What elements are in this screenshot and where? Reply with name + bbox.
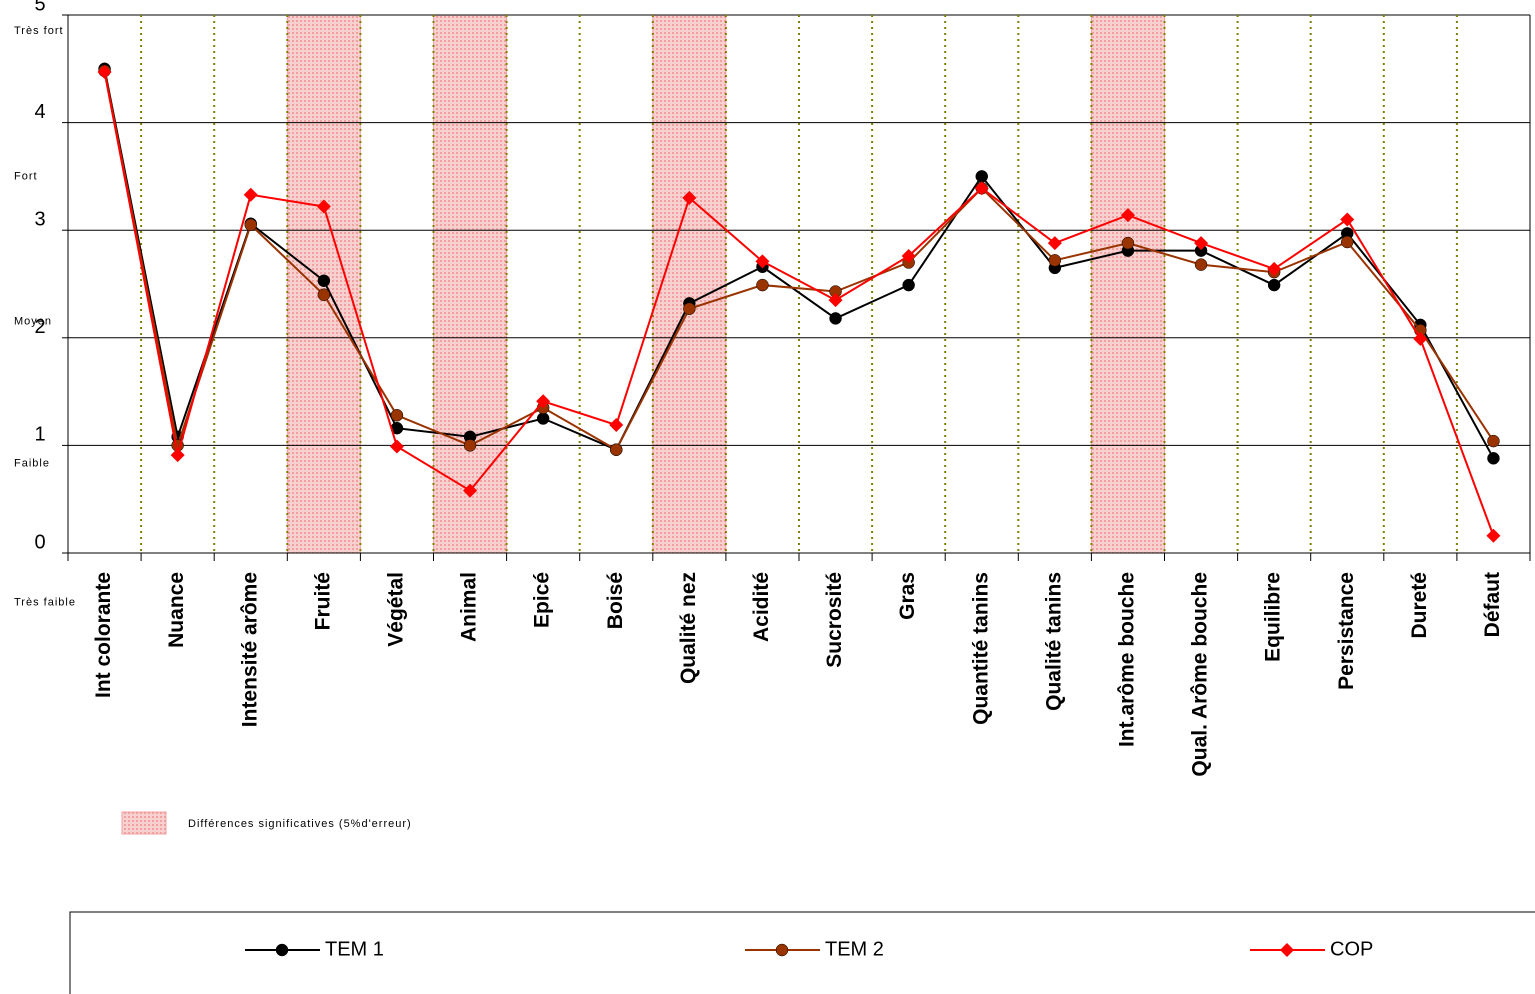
legend-box — [69, 911, 1535, 994]
point — [463, 483, 478, 498]
y-tick-label: 3 — [34, 208, 45, 230]
point — [1194, 236, 1209, 251]
point — [97, 65, 112, 80]
level-label: Très fort — [14, 25, 64, 37]
point — [609, 417, 624, 432]
level-label: Très faible — [14, 596, 76, 608]
x-tick-label: Qualité tanins — [1042, 572, 1065, 711]
point — [974, 181, 989, 196]
level-label: Fort — [14, 170, 38, 182]
point — [901, 249, 916, 264]
x-tick-label: Sucrosité — [823, 572, 846, 668]
series-line — [103, 71, 1495, 537]
point — [170, 448, 185, 463]
point — [756, 278, 769, 292]
point — [902, 278, 915, 292]
point — [316, 199, 331, 214]
point — [828, 293, 843, 308]
point — [1120, 208, 1135, 223]
point — [317, 288, 331, 302]
x-tick-label: Défaut — [1481, 572, 1504, 637]
legend-marker — [1280, 943, 1294, 957]
point — [317, 274, 331, 288]
y-tick-label: 4 — [34, 101, 45, 123]
legend-label: TEM 1 — [325, 938, 384, 960]
point — [536, 412, 550, 425]
x-tick-label: Animal — [458, 572, 481, 642]
point — [1487, 452, 1500, 465]
x-tick-label: Quantité tanins — [969, 572, 992, 725]
point — [1340, 212, 1355, 227]
point — [683, 302, 696, 315]
legend-label: TEM 2 — [825, 938, 884, 960]
series-line — [103, 70, 1495, 452]
x-tick-label: Fruité — [311, 572, 334, 630]
point — [1267, 278, 1281, 292]
point — [1121, 236, 1135, 250]
x-tick-label: Int.arôme bouche — [1115, 572, 1138, 747]
point — [1486, 528, 1501, 543]
x-tick-label: Dureté — [1408, 572, 1431, 639]
highlight-band — [1090, 14, 1166, 554]
y-tick-label: 2 — [34, 316, 45, 338]
level-label: Moyen — [14, 316, 52, 328]
point — [829, 312, 842, 325]
legend-label: COP — [1330, 938, 1373, 960]
point — [1413, 331, 1428, 346]
y-tick-label: 5 — [34, 0, 45, 15]
highlight-band — [652, 14, 727, 554]
point — [243, 187, 258, 202]
x-tick-label: Persistance — [1335, 572, 1358, 690]
highlight-label: Différences significatives (5%d'erreur) — [188, 818, 412, 830]
x-tick-label: Qual. Arôme bouche — [1189, 572, 1212, 777]
point — [389, 439, 404, 454]
legend-marker — [775, 943, 789, 957]
x-tick-label: Qualité nez — [677, 572, 700, 684]
point — [536, 394, 551, 409]
point — [1194, 258, 1208, 271]
highlight-swatch — [121, 811, 167, 835]
point — [1267, 261, 1282, 276]
x-tick-label: Acidité — [750, 572, 773, 642]
highlight-band — [433, 14, 508, 554]
point — [463, 439, 477, 452]
x-tick-label: Equilibre — [1262, 572, 1285, 662]
y-tick-label: 1 — [34, 424, 45, 446]
point — [1487, 434, 1500, 448]
series-line — [103, 68, 1495, 459]
x-tick-label: Gras — [896, 572, 919, 620]
y-tick-label: 0 — [34, 531, 45, 553]
point — [975, 170, 988, 183]
level-label: Faible — [14, 458, 50, 470]
point — [1048, 254, 1062, 267]
point — [610, 443, 623, 456]
point — [1047, 236, 1062, 251]
point — [682, 190, 697, 205]
point — [390, 409, 404, 422]
point — [244, 218, 257, 232]
x-tick-label: Epicé — [531, 572, 554, 628]
x-tick-label: Intensité arôme — [238, 572, 261, 727]
x-tick-label: Int colorante — [92, 572, 115, 698]
x-tick-label: Végétal — [384, 572, 407, 647]
x-tick-label: Nuance — [165, 572, 188, 648]
point — [755, 254, 770, 269]
point — [1341, 235, 1354, 249]
legend-marker — [275, 943, 289, 957]
x-tick-label: Boisé — [604, 572, 627, 629]
